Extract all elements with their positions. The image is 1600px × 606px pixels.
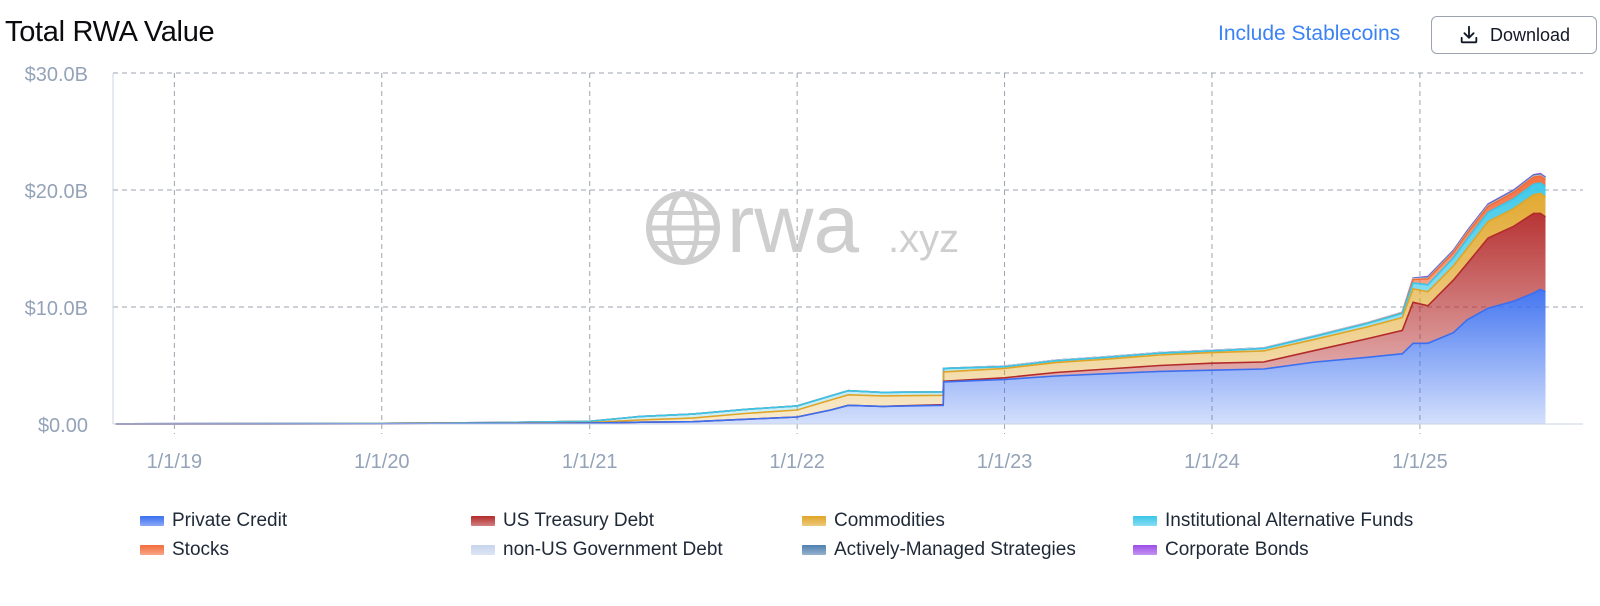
legend-item-actively_managed[interactable]: Actively-Managed Strategies (802, 539, 1076, 561)
y-tick-label: $0.00 (38, 415, 88, 437)
include-stablecoins-toggle[interactable]: Include Stablecoins (1218, 22, 1401, 45)
legend-label: Stocks (172, 539, 230, 560)
stacked-area-chart[interactable]: rwa .xyz $0.00 $10.0B $20.0B $30.0B 1/1/19 1/… (0, 60, 1600, 490)
legend-swatch (1133, 545, 1157, 555)
watermark-brand: rwa (727, 179, 860, 270)
chart-header: Total RWA Value Include Stablecoins Down… (0, 0, 1600, 70)
legend-swatch (802, 545, 826, 555)
download-icon (1458, 24, 1480, 46)
download-button[interactable]: Download (1431, 16, 1597, 54)
x-tick-label: 1/1/23 (977, 451, 1033, 473)
legend-item-commodities[interactable]: Commodities (802, 510, 945, 532)
legend-item-us_treasury[interactable]: US Treasury Debt (471, 510, 654, 532)
legend-label: US Treasury Debt (503, 510, 654, 531)
x-tick-label: 1/1/24 (1184, 451, 1240, 473)
chart-axes: $0.00 $10.0B $20.0B $30.0B 1/1/19 1/1/20 1/1/2… (25, 64, 1583, 473)
legend-label: Institutional Alternative Funds (1165, 510, 1414, 531)
series-areas (115, 172, 1546, 425)
area-private_credit[interactable] (115, 289, 1546, 424)
x-tick-label: 1/1/22 (769, 451, 825, 473)
y-tick-label: $20.0B (25, 181, 88, 203)
legend-item-corporate_bonds[interactable]: Corporate Bonds (1133, 539, 1309, 561)
chart-area[interactable]: rwa .xyz $0.00 $10.0B $20.0B $30.0B 1/1/19 1/… (0, 60, 1600, 490)
legend-swatch (471, 516, 495, 526)
legend-swatch (140, 516, 164, 526)
legend-item-stocks[interactable]: Stocks (140, 539, 229, 561)
x-tick-label: 1/1/19 (147, 451, 203, 473)
legend-item-institutional_alt[interactable]: Institutional Alternative Funds (1133, 510, 1413, 532)
x-tick-label: 1/1/25 (1392, 451, 1448, 473)
line-commodities (115, 192, 1546, 425)
y-tick-label: $10.0B (25, 298, 88, 320)
legend-item-non_us_gov[interactable]: non-US Government Debt (471, 539, 723, 561)
legend-label: Corporate Bonds (1165, 539, 1309, 560)
legend-label: Commodities (834, 510, 945, 531)
legend-swatch (471, 545, 495, 555)
legend-swatch (802, 516, 826, 526)
legend-label: Private Credit (172, 510, 288, 531)
download-label: Download (1489, 24, 1571, 45)
line-private_credit (115, 288, 1546, 425)
globe-icon (646, 191, 720, 265)
page-title: Total RWA Value (5, 16, 215, 48)
legend-item-private_credit[interactable]: Private Credit (140, 510, 287, 532)
legend-label: Actively-Managed Strategies (834, 539, 1076, 560)
line-institutional_alt (115, 182, 1546, 425)
watermark: rwa .xyz (646, 179, 959, 270)
watermark-suffix: .xyz (888, 217, 959, 261)
y-tick-label: $30.0B (25, 64, 88, 86)
legend-swatch (1133, 516, 1157, 526)
legend-label: non-US Government Debt (503, 539, 723, 560)
x-tick-label: 1/1/21 (562, 451, 618, 473)
x-tick-label: 1/1/20 (354, 451, 410, 473)
legend-swatch (140, 545, 164, 555)
